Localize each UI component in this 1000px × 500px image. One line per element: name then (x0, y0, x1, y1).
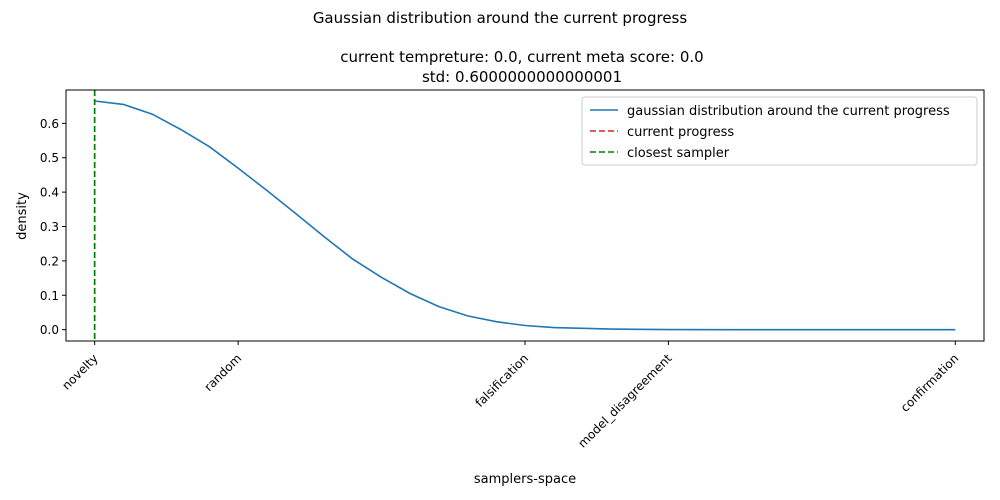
x-tick-label: random (201, 351, 244, 394)
x-tick-label: confirmation (898, 351, 962, 415)
legend-label-closest-sampler: closest sampler (627, 146, 730, 161)
axes-frame (65, 89, 985, 342)
y-tick-label: 0.5 (40, 151, 59, 165)
x-tick-label: falsification (472, 351, 531, 410)
y-tick-label: 0.4 (40, 186, 59, 200)
legend: gaussian distribution around the current… (581, 96, 978, 166)
legend-box (581, 96, 978, 166)
x-tick-label: model_disagreement (575, 351, 674, 450)
x-tick-label: novelty (59, 351, 100, 392)
y-tick-label: 0.1 (40, 289, 59, 303)
series-line-gaussian (94, 100, 956, 331)
legend-label-current-progress: current progress (627, 125, 734, 140)
chart-title-line-2: std: 0.6000000000000001 (422, 68, 622, 86)
x-axis-label: samplers-space (474, 472, 576, 487)
legend-label-gaussian: gaussian distribution around the current… (627, 104, 950, 119)
y-tick-label: 0.0 (40, 323, 59, 337)
y-tick-label: 0.6 (40, 117, 59, 131)
y-tick-label: 0.3 (40, 220, 59, 234)
chart-suptitle: Gaussian distribution around the current… (313, 9, 688, 27)
chart-title-line-1: current tempreture: 0.0, current meta sc… (340, 48, 703, 66)
y-axis-label: density (15, 192, 30, 240)
y-tick-label: 0.2 (40, 254, 59, 268)
